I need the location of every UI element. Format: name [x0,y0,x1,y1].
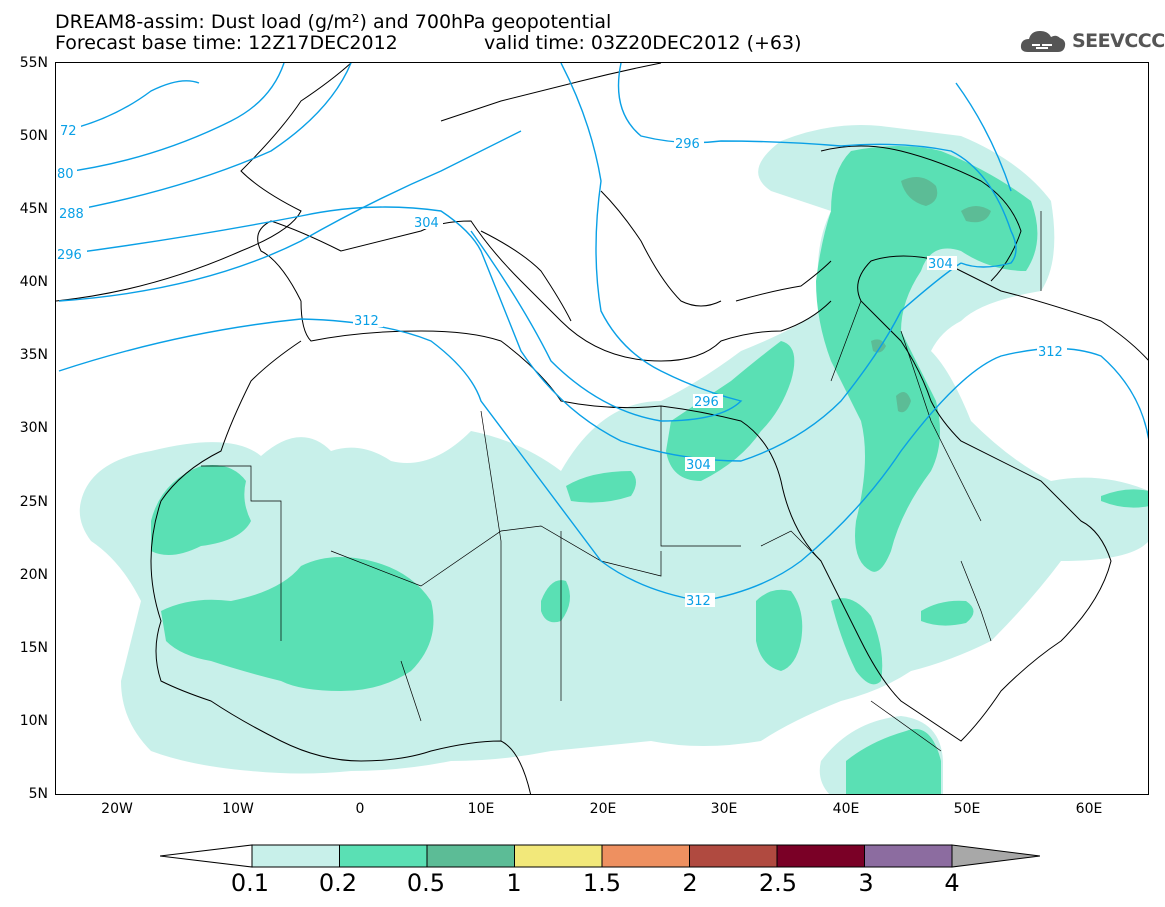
colorbar-cell-1 [339,844,428,868]
lat-label-40n: 40N [19,274,48,290]
contour-label-304-south: 304 [686,458,711,473]
colorbar-label-0-2: 0.2 [318,869,358,897]
lon-label-60e: 60E [1075,801,1103,817]
contour-label-288: 288 [59,207,84,222]
contour-label-304-east: 304 [928,257,953,272]
colorbar-label-2: 2 [682,869,698,897]
map-svg: 72 80 288 296 304 312 296 304 312 304 31… [56,63,1148,794]
colorbar [159,843,1041,873]
lon-label-20w: 20W [101,801,133,817]
forecast-base-time: Forecast base time: 12Z17DEC2012 [55,32,398,54]
map-title: DREAM8-assim: Dust load (g/m²) and 700hP… [55,11,612,33]
colorbar-label-4: 4 [944,869,960,897]
colorbar-label-1: 1 [506,869,522,897]
lon-label-10w: 10W [222,801,254,817]
contour-labels: 72 80 288 296 304 312 296 304 312 304 31… [57,123,1067,609]
cloud-icon [1020,31,1066,52]
contour-label-296-med: 296 [694,395,719,410]
seevccc-logo: SEEVCCC [1018,24,1165,58]
lat-label-20n: 20N [19,567,48,583]
colorbar-cell-2 [426,844,515,868]
lat-label-35n: 35N [19,347,48,363]
valid-time: valid time: 03Z20DEC2012 (+63) [484,32,802,54]
colorbar-label-3: 3 [858,869,874,897]
colorbar-label-0-1: 0.1 [230,869,270,897]
colorbar-cell-7 [864,844,953,868]
colorbar-label-1-5: 1.5 [582,869,622,897]
contour-label-312-south: 312 [686,594,711,609]
lat-label-10n: 10N [19,713,48,729]
lat-label-30n: 30N [19,420,48,436]
lat-label-50n: 50N [19,128,48,144]
lon-label-30e: 30E [710,801,738,817]
lat-label-25n: 25N [19,494,48,510]
contour-label-296-north: 296 [675,137,700,152]
colorbar-low-arrow [159,844,253,868]
colorbar-svg [159,844,1041,868]
lon-label-0: 0 [355,801,365,817]
colorbar-label-2-5: 2.5 [758,869,798,897]
map-panel: 72 80 288 296 304 312 296 304 312 304 31… [55,62,1149,795]
colorbar-cell-0 [251,844,340,868]
colorbar-high-arrow [951,844,1041,868]
lon-label-10e: 10E [467,801,495,817]
lat-label-15n: 15N [19,640,48,656]
lon-label-50e: 50E [953,801,981,817]
contour-label-80: 80 [57,167,74,182]
contour-label-312-east: 312 [1038,345,1063,360]
colorbar-cell-6 [776,844,865,868]
contour-label-312: 312 [354,314,379,329]
contour-label-72: 72 [60,124,77,139]
lat-label-55n: 55N [19,55,48,71]
lon-label-40e: 40E [832,801,860,817]
lat-label-5n: 5N [28,786,48,802]
dust-shading-medium [151,146,1148,794]
contour-label-304: 304 [414,216,439,231]
lat-label-45n: 45N [19,201,48,217]
colorbar-cell-5 [689,844,778,868]
logo-text: SEEVCCC [1072,30,1165,52]
colorbar-cell-4 [601,844,690,868]
colorbar-label-0-5: 0.5 [406,869,446,897]
contour-label-296: 296 [57,248,82,263]
colorbar-cell-3 [514,844,603,868]
lon-label-20e: 20E [589,801,617,817]
